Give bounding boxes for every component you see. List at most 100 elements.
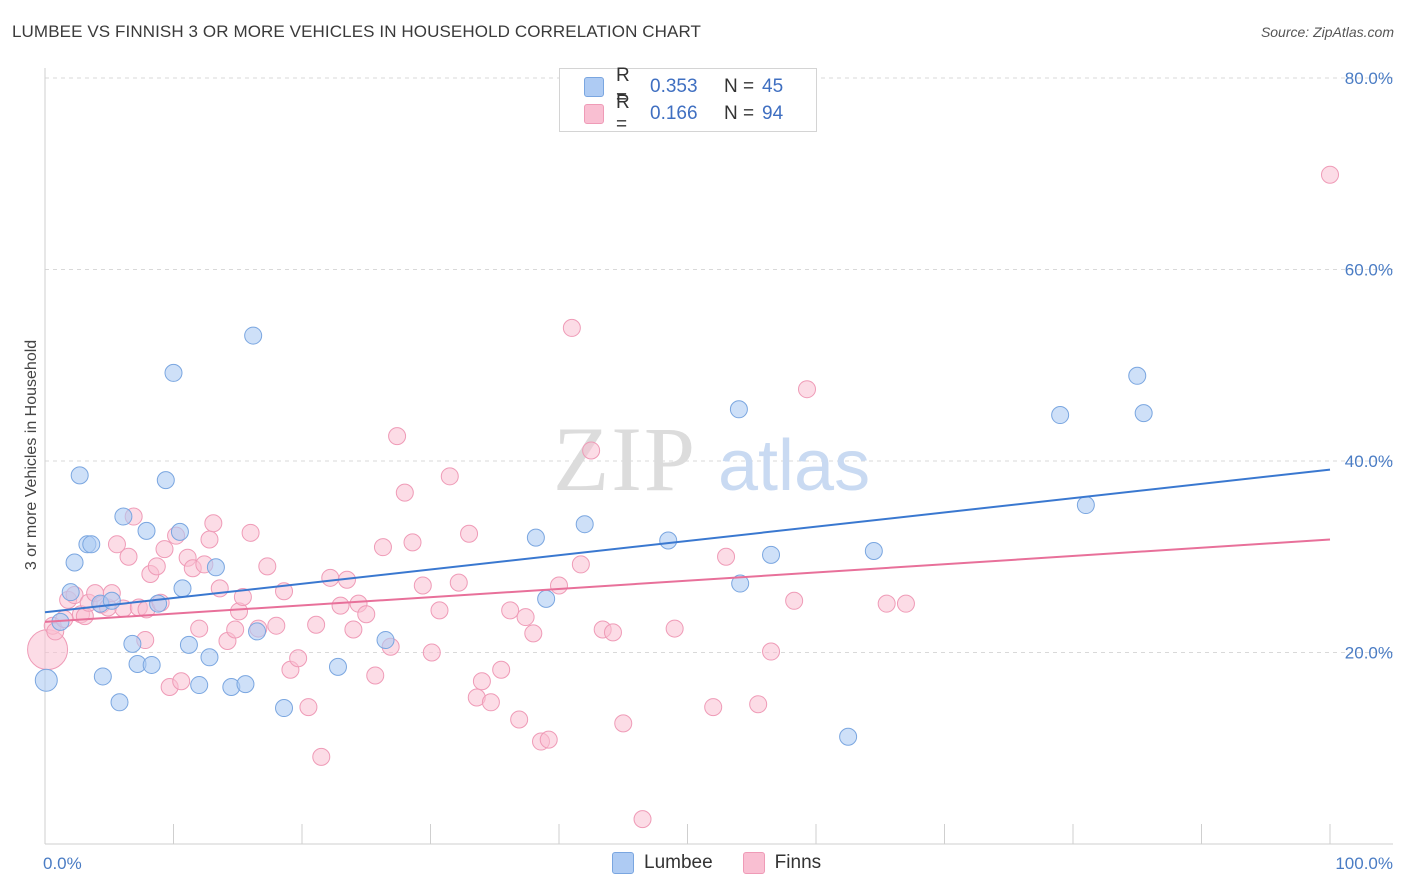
finns-point [571,555,590,574]
lumbee-swatch [612,852,634,874]
lumbee-point [1051,406,1070,425]
finns-point [749,695,768,714]
lumbee-point [190,676,209,695]
lumbee-point [123,634,142,653]
finns-point [422,643,441,662]
finns-point [172,672,191,691]
finns-point [501,601,520,620]
finns-point [241,523,260,542]
finns-point [430,601,449,620]
n-value: 45 [762,76,784,97]
lumbee-point [34,668,58,692]
finns-point [562,318,581,337]
finns-swatch [742,852,765,874]
finns-point [717,547,736,566]
finns-point [299,698,318,717]
finns-point [785,591,804,610]
lumbee-point [179,635,198,654]
lumbee-point [149,594,168,613]
finns-point [665,619,684,638]
legend-item-finns: Finns [742,852,822,874]
lumbee-point [537,589,556,608]
lumbee-point [70,466,89,485]
lumbee-point [1076,496,1095,515]
grid-layer [45,77,1393,653]
finns-point [373,538,392,557]
finns-point [472,672,491,691]
lumbee-point [839,727,858,746]
finns-point [516,608,535,627]
finns-point [896,594,915,613]
lumbee-point [275,699,294,718]
finns-swatch [584,104,604,124]
finns-point [603,623,622,642]
lumbee-point [526,528,545,547]
y-axis-label: 3 or more Vehicles in Household [23,340,40,570]
lumbee-point [137,521,156,540]
finns-point [614,714,633,733]
finns-trend-line [44,538,1331,623]
legend-label-lumbee: Lumbee [644,852,713,873]
r-label: R = [616,65,630,108]
series-legend: Lumbee Finns [612,852,851,874]
finns-point [413,576,432,595]
finns-point [633,810,652,829]
finns-point [449,573,468,592]
finns-point [492,660,511,679]
finns-point [877,594,896,613]
correlation-legend: R = 0.353 N = 45 R = 0.166 N = 94 [559,65,817,135]
finns-point [147,557,166,576]
tick-labels: 20.0% 40.0% 60.0% 80.0% 0.0% 100.0% [43,69,1393,873]
finns-point [395,483,414,502]
finns-point [233,587,252,606]
n-value: 94 [762,103,784,124]
lumbee-point [110,693,129,712]
n-label: N = [724,103,755,124]
lumbee-point [102,591,121,610]
lumbee-point [731,574,750,593]
lumbee-point [729,400,748,419]
finns-point [539,730,558,749]
legend-label-finns: Finns [774,852,822,873]
lumbee-point [864,542,883,561]
finns-point [440,467,459,486]
x-tick-label: 0.0% [43,854,82,873]
finns-point [344,620,363,639]
axes-layer [44,68,1393,845]
lumbee-point [156,471,175,490]
finns-point [289,649,308,668]
watermark-atlas: atlas [718,426,870,506]
watermark: ZIP atlas [553,408,870,510]
y-tick-label: 60.0% [1345,261,1393,280]
finns-point [1321,165,1339,184]
finns-point [267,616,286,635]
finns-point [190,619,209,638]
lumbee-point [173,579,192,598]
legend-row-lumbee: R = 0.353 N = 45 [584,65,784,108]
lumbee-point [200,648,219,667]
r-value: 0.353 [650,76,698,97]
lumbee-point [93,667,112,686]
lumbee-point [1128,366,1147,385]
lumbee-point [248,622,267,641]
source-label: Source: ZipAtlas.com [1260,24,1394,40]
lumbee-point [82,535,101,554]
finns-point [226,620,245,639]
lumbee-point [762,545,781,564]
finns-point [312,747,331,766]
lumbee-point [376,631,395,650]
finns-point [119,547,138,566]
y-tick-label: 20.0% [1345,644,1393,663]
y-tick-label: 40.0% [1345,452,1393,471]
lumbee-point [142,655,161,674]
finns-point [704,698,723,717]
lumbee-trend-line [44,468,1331,614]
finns-point [366,666,385,685]
finns-point [762,642,781,661]
legend-row-finns: R = 0.166 N = 94 [584,92,784,135]
finns-point [481,693,500,712]
finns-point [204,514,223,533]
finns-point [357,605,376,624]
finns-point [258,557,277,576]
